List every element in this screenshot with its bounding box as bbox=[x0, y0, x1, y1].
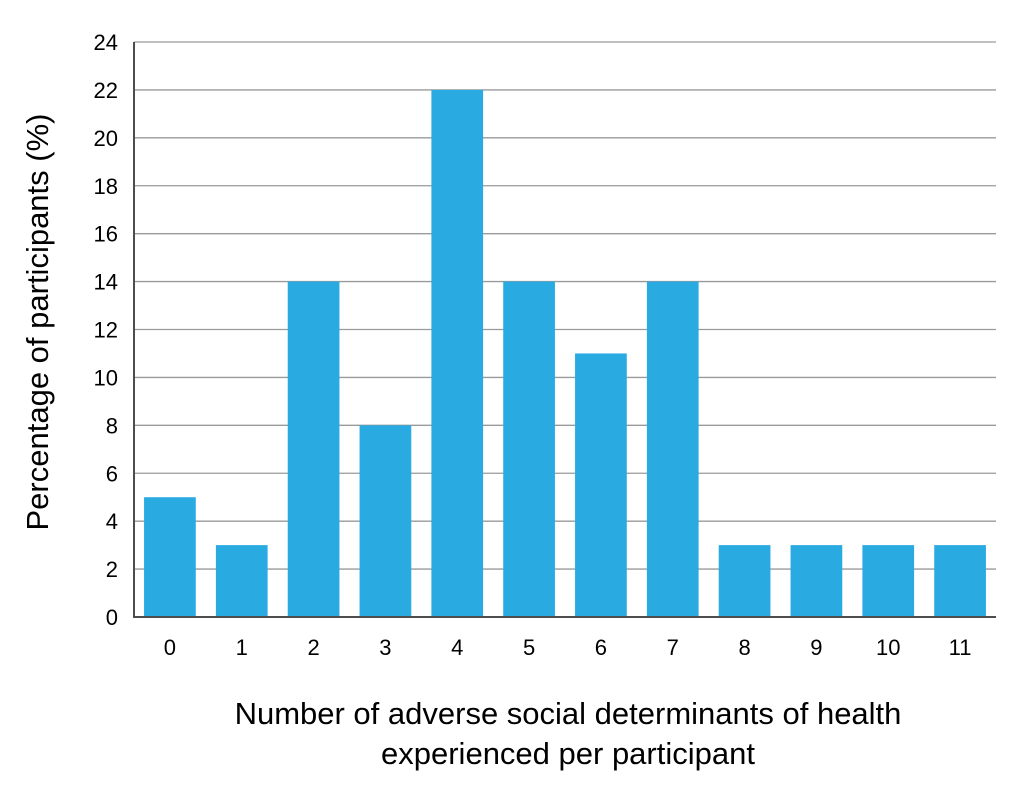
x-tick-label: 0 bbox=[164, 635, 176, 660]
x-axis-title-line-2: experienced per participant bbox=[381, 736, 755, 771]
x-tick-label: 8 bbox=[738, 635, 750, 660]
y-tick-label: 22 bbox=[94, 78, 118, 103]
gridlines bbox=[134, 41, 996, 570]
y-tick-label: 2 bbox=[106, 557, 118, 582]
bar bbox=[431, 89, 484, 617]
x-tick-label: 5 bbox=[523, 635, 535, 660]
bar bbox=[503, 281, 555, 617]
y-tick-label: 18 bbox=[94, 174, 118, 199]
y-tick-label: 6 bbox=[106, 461, 118, 486]
y-tick-label: 8 bbox=[106, 413, 118, 438]
y-tick-label: 14 bbox=[94, 270, 118, 295]
bars bbox=[144, 89, 986, 617]
x-tick-label: 10 bbox=[876, 635, 900, 660]
x-tick-label: 9 bbox=[810, 635, 822, 660]
x-tick-label: 3 bbox=[379, 635, 391, 660]
bar bbox=[790, 545, 843, 617]
y-tick-label: 24 bbox=[94, 30, 118, 55]
x-tick-label: 2 bbox=[307, 635, 319, 660]
x-tick-label: 11 bbox=[949, 635, 972, 660]
y-tick-label: 0 bbox=[106, 605, 118, 630]
y-axis-title: Percentage of participants (%) bbox=[20, 114, 55, 531]
axes bbox=[133, 42, 996, 618]
bar bbox=[862, 545, 915, 617]
x-axis-title-line-1: Number of adverse social determinants of… bbox=[235, 696, 902, 731]
bar bbox=[215, 545, 268, 617]
bar bbox=[646, 281, 699, 617]
bar bbox=[144, 497, 196, 617]
x-tick-label: 1 bbox=[236, 635, 248, 660]
bar bbox=[718, 545, 771, 617]
bar bbox=[934, 545, 986, 617]
bar bbox=[359, 425, 412, 617]
y-tick-label: 16 bbox=[94, 222, 118, 247]
x-tick-labels: 0 1 2 3 4 5 6 7 8 9 10 11 bbox=[164, 635, 972, 660]
x-tick-label: 6 bbox=[595, 635, 607, 660]
y-tick-label: 20 bbox=[94, 126, 118, 151]
bar bbox=[575, 353, 627, 617]
y-tick-label: 4 bbox=[106, 509, 118, 534]
x-tick-label: 7 bbox=[667, 635, 679, 660]
bar bbox=[287, 281, 340, 617]
x-tick-label: 4 bbox=[451, 635, 463, 660]
y-tick-label: 10 bbox=[94, 365, 118, 390]
y-tick-label: 12 bbox=[94, 318, 118, 343]
